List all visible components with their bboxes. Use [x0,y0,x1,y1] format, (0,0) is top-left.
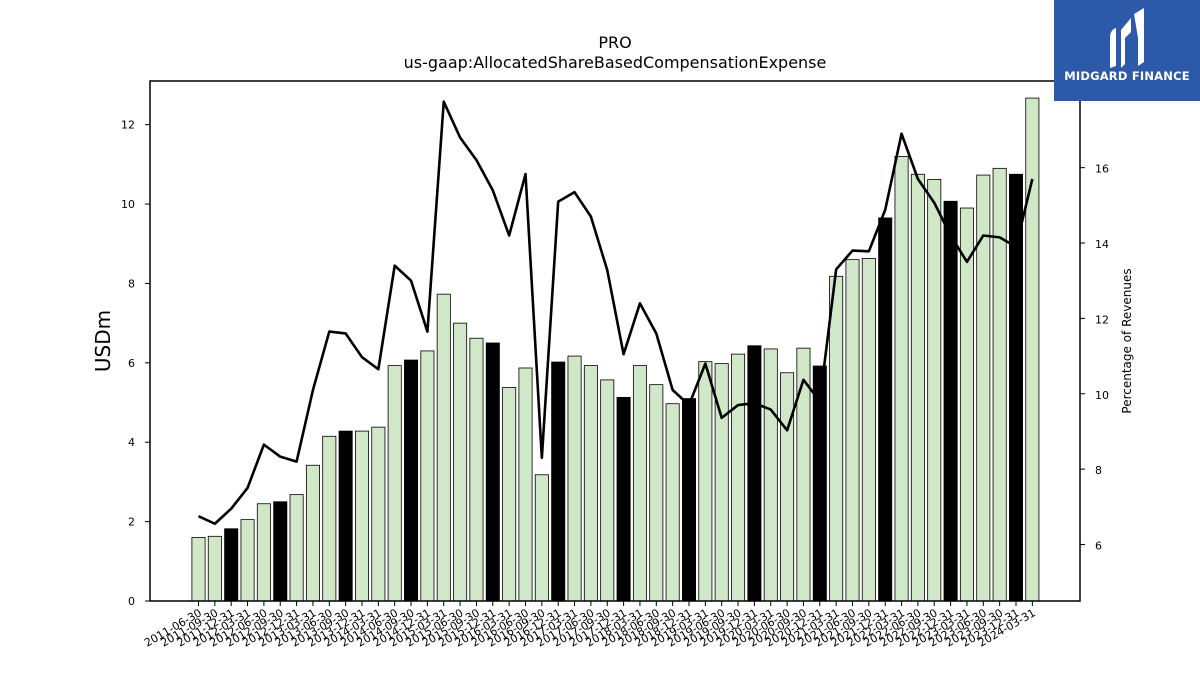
bar [354,430,369,602]
brand-name: MIDGARD FINANCE [1064,69,1190,83]
bar [420,350,435,602]
bar [959,207,974,602]
y-tick-label-left: 12 [121,119,135,132]
percentage-line [197,100,1034,526]
bar [682,398,697,602]
bar [616,396,631,602]
y-tick-label-right: 8 [1095,464,1102,477]
x-axis: 2011-06-302011-09-302011-12-312012-03-31… [142,601,1038,650]
y-axis-right: 6 8 10 12 14 16 [1080,163,1109,552]
y-tick-label-left: 8 [128,277,135,290]
bar [943,200,958,602]
y-tick-label-right: 12 [1095,313,1109,326]
bar [322,435,337,602]
bar [845,259,860,602]
bar [191,537,206,602]
y-tick-label-right: 16 [1095,163,1109,176]
bar [240,519,255,602]
bar [436,293,451,602]
midgard-logo-icon [1110,8,1144,68]
bar [632,365,647,602]
bar [731,353,746,602]
bar [387,365,402,602]
bar [338,430,353,602]
bar [747,345,762,602]
brand-logo: MIDGARD FINANCE [1054,0,1200,101]
chart-title: PRO [598,33,631,52]
bar [665,403,680,602]
y-axis-label-right: Percentage of Revenues [1120,268,1134,413]
bar-series [191,97,1040,602]
bar [305,464,320,602]
y-axis-left: 0 2 4 6 8 10 12 [121,119,150,608]
bar [256,503,271,602]
bar [485,342,500,602]
bar [649,384,664,602]
bar [780,372,795,602]
bar [502,387,517,602]
bar [698,361,713,602]
bar [371,426,386,602]
bar [600,379,615,602]
bar [927,179,942,602]
bar [992,167,1007,602]
bar [469,337,484,602]
y-tick-label-right: 14 [1095,238,1109,251]
y-tick-label-right: 6 [1095,539,1102,552]
bar [453,322,468,602]
bar [763,348,778,602]
bar [861,258,876,602]
bar [1025,97,1040,602]
bar [534,474,549,602]
y-tick-label-left: 6 [128,357,135,370]
y-axis-label-left: USDm [91,310,115,372]
bar [224,528,239,602]
bar [518,367,533,602]
y-tick-label-right: 10 [1095,389,1109,402]
chart-subtitle: us-gaap:AllocatedShareBasedCompensationE… [404,53,827,72]
y-tick-label-left: 10 [121,198,135,211]
bar [404,359,419,602]
bar [289,494,304,602]
bar [273,501,288,602]
bar [894,156,909,602]
y-tick-label-left: 0 [128,595,135,608]
y-tick-label-left: 2 [128,516,135,529]
y-tick-label-left: 4 [128,436,135,449]
bar [976,174,991,602]
bar [567,355,582,602]
bar [207,535,222,602]
bar [878,217,893,602]
line-series [197,100,1034,526]
bar [1009,173,1024,602]
bar [829,275,844,602]
bar [551,361,566,602]
bar [910,173,925,602]
plot-frame [149,80,1081,602]
bar [583,365,598,602]
